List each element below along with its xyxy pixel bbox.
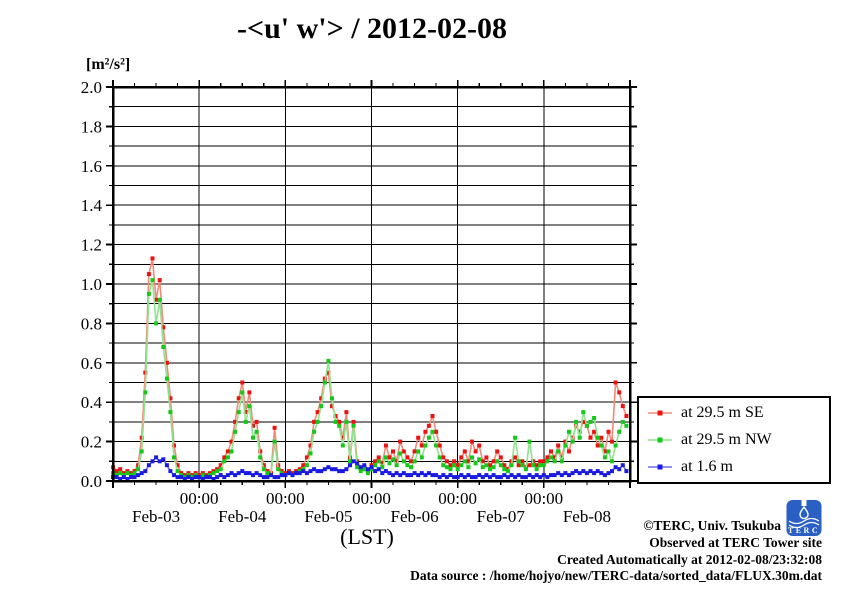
series-29.5m-nw — [111, 278, 629, 480]
svg-text:0.2: 0.2 — [81, 433, 102, 452]
axis-ticks — [106, 80, 637, 488]
terc-logo: TERC — [786, 499, 822, 536]
svg-text:2.0: 2.0 — [81, 78, 102, 97]
svg-text:0.6: 0.6 — [81, 354, 102, 373]
legend-marker-1.6m-icon — [648, 464, 672, 470]
x-axis-label: (LST) — [340, 524, 394, 549]
svg-text:1.4: 1.4 — [81, 196, 103, 215]
svg-text:00:00: 00:00 — [352, 489, 391, 508]
day-labels: Feb-03 Feb-04 Feb-05 Feb-06 Feb-07 Feb-08 — [132, 507, 611, 526]
credit-data-source: Data source : /home/hojyo/new/TERC-data/… — [410, 568, 822, 583]
svg-text:0.0: 0.0 — [81, 472, 102, 491]
credit-created-at: Created Automatically at 2012-02-08/23:3… — [557, 552, 822, 567]
svg-text:1.6: 1.6 — [81, 157, 102, 176]
legend-item-29.5m-se: at 29.5 m SE — [639, 401, 829, 425]
series-1.6m — [111, 455, 629, 481]
svg-text:00:00: 00:00 — [266, 489, 305, 508]
credit-terc: ©TERC, Univ. Tsukuba — [643, 518, 781, 533]
series-29.5m-se — [111, 256, 629, 478]
legend-marker-29.5m-se-icon — [648, 410, 672, 416]
grid-lines — [113, 87, 630, 481]
svg-text:1.8: 1.8 — [81, 117, 102, 136]
svg-text:Feb-04: Feb-04 — [218, 507, 267, 526]
svg-text:0.8: 0.8 — [81, 314, 102, 333]
y-axis-unit-label: [m²/s²] — [86, 56, 131, 73]
legend-item-1.6m: at 1.6 m — [639, 455, 829, 479]
legend-marker-29.5m-nw-icon — [648, 437, 672, 443]
svg-text:00:00: 00:00 — [438, 489, 477, 508]
legend-label: at 29.5 m SE — [681, 404, 764, 422]
legend-label: at 1.6 m — [681, 457, 733, 475]
svg-text:Feb-06: Feb-06 — [390, 507, 438, 526]
y-tick-labels: 0.0 0.2 0.4 0.6 0.8 1.0 1.2 1.4 1.6 1.8 2.0 — [81, 78, 103, 491]
terc-logo-text: TERC — [788, 526, 820, 535]
credit-observed-at: Observed at TERC Tower site — [649, 535, 822, 550]
svg-text:00:00: 00:00 — [180, 489, 219, 508]
chart-title: -<u' w'> / 2012-02-08 — [236, 12, 508, 45]
legend-label: at 29.5 m NW — [681, 430, 772, 448]
legend: at 29.5 m SE at 29.5 m NW at 1.6 m — [637, 396, 831, 484]
svg-text:00:00: 00:00 — [524, 489, 563, 508]
svg-text:1.0: 1.0 — [81, 275, 102, 294]
svg-text:1.2: 1.2 — [81, 236, 102, 255]
legend-item-29.5m-nw: at 29.5 m NW — [639, 428, 829, 452]
x-tick-labels: 00:00 00:00 00:00 00:00 00:00 — [180, 489, 563, 508]
svg-text:Feb-05: Feb-05 — [304, 507, 352, 526]
svg-text:0.4: 0.4 — [81, 393, 103, 412]
svg-text:Feb-03: Feb-03 — [132, 507, 180, 526]
svg-text:Feb-07: Feb-07 — [477, 507, 526, 526]
svg-text:Feb-08: Feb-08 — [563, 507, 611, 526]
water-drop-icon — [799, 505, 809, 520]
